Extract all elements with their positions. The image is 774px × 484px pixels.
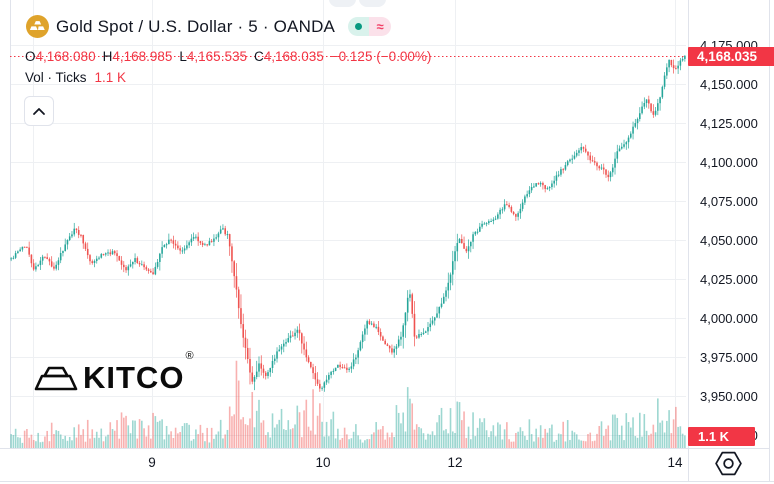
open-label: O [25, 49, 36, 64]
price-tick-label: 3,975.000 [700, 349, 758, 365]
delayed-data-icon: ≈ [369, 17, 392, 36]
gear-icon [715, 451, 742, 476]
price-scale-settings-button[interactable] [713, 450, 744, 482]
change-value: −0.125 (−0.00%) [330, 49, 432, 64]
gold-commodity-icon [26, 15, 49, 38]
volume-row: Vol · Ticks 1.1 K [25, 70, 126, 85]
market-open-indicator [348, 17, 370, 36]
kitco-watermark: KITCO® [33, 350, 195, 396]
price-tick-label: 4,150.000 [700, 76, 758, 92]
chevron-up-icon [33, 107, 45, 115]
time-tick-label: 12 [447, 455, 463, 470]
time-tick-label: 10 [315, 455, 331, 470]
toolbar-button-partial[interactable] [329, 0, 356, 7]
toolbar-button-partial[interactable] [359, 0, 386, 7]
kitco-brand-text: KITCO® [83, 350, 195, 395]
market-open-dot-icon [355, 23, 363, 30]
close-value: 4,168.035 [263, 49, 324, 64]
registered-mark: ® [185, 350, 195, 362]
volume-study-label[interactable]: Vol · Ticks [25, 70, 87, 85]
collapse-legend-button[interactable] [24, 96, 54, 126]
ohlc-row: O4,168.080 H4,168.985 L4,165.535 C4,168.035… [25, 49, 431, 64]
price-tick-label: 4,125.000 [700, 115, 758, 131]
high-value: 4,168.985 [112, 49, 173, 64]
time-tick-label: 9 [148, 455, 156, 470]
price-tick-label: 4,000.000 [700, 310, 758, 326]
gold-bars-icon [34, 366, 78, 391]
price-tick-label: 4,075.000 [700, 193, 758, 209]
symbol-title[interactable]: Gold Spot / U.S. Dollar · 5 · OANDA [56, 16, 336, 36]
open-value: 4,168.080 [35, 49, 96, 64]
time-tick-label: 14 [667, 455, 683, 470]
volume-value: 1.1 K [94, 70, 127, 85]
last-price-badge: 4,168.035 [688, 47, 774, 66]
close-label: C [253, 49, 264, 64]
high-label: H [102, 49, 113, 64]
market-status-pill[interactable]: ≈ [348, 17, 392, 36]
low-label: L [179, 49, 187, 64]
price-tick-label: 4,050.000 [700, 232, 758, 248]
last-volume-badge: 1.1 K [688, 427, 755, 446]
low-value: 4,165.535 [186, 49, 247, 64]
price-tick-label: 4,025.000 [700, 271, 758, 287]
price-tick-label: 4,100.000 [700, 154, 758, 170]
price-tick-label: 3,950.000 [700, 388, 758, 404]
symbol-header: Gold Spot / U.S. Dollar · 5 · OANDA ≈ [26, 15, 392, 38]
